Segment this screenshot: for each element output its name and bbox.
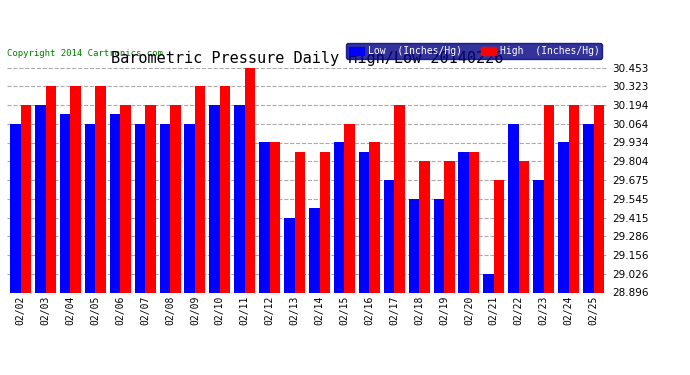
Bar <box>35 105 46 292</box>
Bar <box>295 152 305 292</box>
Bar <box>120 105 130 292</box>
Bar <box>494 180 504 292</box>
Bar <box>10 124 21 292</box>
Bar <box>159 124 170 292</box>
Text: Copyright 2014 Cartronics.com: Copyright 2014 Cartronics.com <box>7 50 163 58</box>
Bar <box>135 124 145 292</box>
Bar <box>569 105 579 292</box>
Bar <box>195 86 206 292</box>
Bar <box>419 161 430 292</box>
Bar <box>270 142 280 292</box>
Bar <box>433 199 444 292</box>
Bar <box>85 124 95 292</box>
Bar <box>509 124 519 292</box>
Bar <box>60 114 70 292</box>
Bar <box>344 124 355 292</box>
Bar <box>593 105 604 292</box>
Bar <box>46 86 56 292</box>
Bar <box>558 142 569 292</box>
Bar <box>369 142 380 292</box>
Bar <box>209 105 220 292</box>
Bar <box>21 105 31 292</box>
Bar <box>110 114 120 292</box>
Bar <box>394 105 405 292</box>
Bar <box>95 86 106 292</box>
Bar <box>384 180 394 292</box>
Bar <box>458 152 469 292</box>
Bar <box>583 124 593 292</box>
Bar <box>220 86 230 292</box>
Bar <box>145 105 156 292</box>
Bar <box>444 161 455 292</box>
Bar <box>70 86 81 292</box>
Bar <box>334 142 344 292</box>
Bar <box>484 274 494 292</box>
Bar <box>469 152 480 292</box>
Bar <box>408 199 419 292</box>
Bar <box>170 105 181 292</box>
Bar <box>245 68 255 292</box>
Bar <box>235 105 245 292</box>
Title: Barometric Pressure Daily High/Low 20140226: Barometric Pressure Daily High/Low 20140… <box>111 51 503 66</box>
Legend: Low  (Inches/Hg), High  (Inches/Hg): Low (Inches/Hg), High (Inches/Hg) <box>346 43 602 59</box>
Bar <box>319 152 330 292</box>
Bar <box>259 142 270 292</box>
Bar <box>533 180 544 292</box>
Bar <box>359 152 369 292</box>
Bar <box>184 124 195 292</box>
Bar <box>284 217 295 292</box>
Bar <box>544 105 554 292</box>
Bar <box>309 208 319 292</box>
Bar <box>519 161 529 292</box>
